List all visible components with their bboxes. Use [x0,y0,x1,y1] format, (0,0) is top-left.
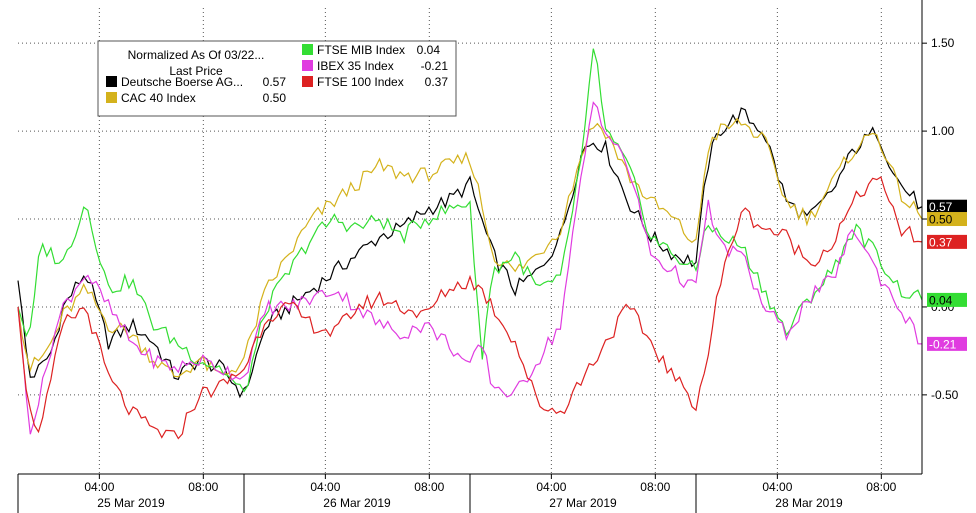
series-line [17,176,923,440]
x-time-label: 04:00 [536,480,566,494]
x-day-label: 28 Mar 2019 [775,496,843,510]
x-time-label: 04:00 [84,480,114,494]
x-axis: 04:00 08:00 04:00 08:00 04:00 08:00 04:00 08:00… [17,473,922,513]
legend: Normalized As Of 03/22... Last Price Deu… [97,40,457,117]
y-tick-label: 1.50 [931,36,955,50]
last-value-label: 0.50 [929,213,953,227]
series-line [17,107,923,399]
x-time-label: 04:00 [310,480,340,494]
last-value-label: 0.37 [929,235,953,249]
last-value-labels: 0.570.50 0.04 -0.21 0.37 [927,199,967,351]
legend-series-value: 0.37 [425,75,449,89]
x-time-label: 08:00 [414,480,444,494]
x-time-label: 08:00 [640,480,670,494]
x-time-label: 04:00 [762,480,792,494]
last-value-tag [927,199,967,214]
legend-header-line2: Last Price [169,64,223,78]
legend-series-name: IBEX 35 Index [317,59,394,73]
legend-header-line1: Normalized As Of 03/22... [128,48,265,62]
legend-series-name: FTSE MIB Index [317,43,405,57]
x-day-label: 25 Mar 2019 [97,496,165,510]
legend-series-name: CAC 40 Index [121,91,196,105]
series-line [17,101,923,435]
legend-entries: Deutsche Boerse AG... 0.57 CAC 40 Index 0.5… [106,43,448,105]
legend-swatch [302,60,313,71]
last-value-tag [927,234,967,249]
x-time-label: 08:00 [866,480,896,494]
last-value-label: 0.04 [929,293,953,307]
legend-swatch [106,76,117,87]
y-tick-label: 1.00 [931,124,955,138]
y-tick-label: -0.50 [931,388,959,402]
last-value-label: 0.57 [929,200,953,214]
legend-box [97,40,457,117]
last-value-tag [927,292,967,307]
legend-series-name: Deutsche Boerse AG... [121,75,243,89]
last-value-tag [927,212,967,227]
x-time-label: 08:00 [188,480,218,494]
legend-series-value: -0.21 [421,59,449,73]
legend-swatch [106,92,117,103]
x-day-label: 27 Mar 2019 [549,496,617,510]
legend-series-value: 0.50 [263,91,287,105]
series-line [17,48,923,393]
legend-series-value: 0.57 [263,75,287,89]
grid [18,8,922,474]
series-lines [17,48,923,440]
legend-swatch [302,44,313,55]
last-value-tag [927,336,967,351]
legend-series-value: 0.04 [417,43,441,57]
x-day-label: 26 Mar 2019 [323,496,391,510]
legend-series-name: FTSE 100 Index [317,75,404,89]
legend-swatch [302,76,313,87]
last-value-label: -0.21 [929,337,957,351]
